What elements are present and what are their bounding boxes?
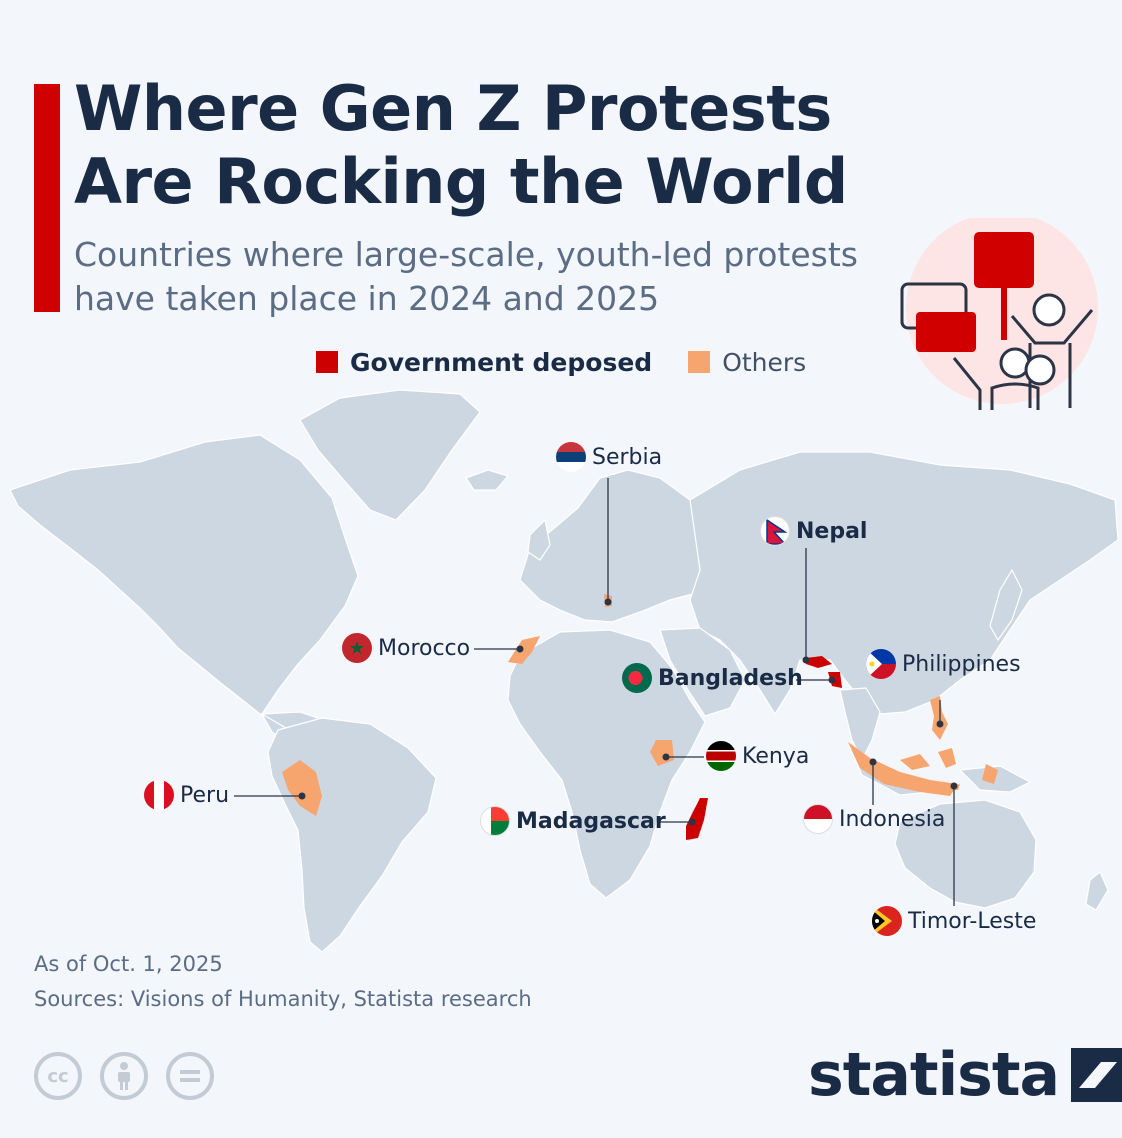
license-icons: cc <box>34 1052 232 1100</box>
madagascar-shape <box>686 798 708 840</box>
world-map <box>9 389 1119 953</box>
title-line-1: Where Gen Z Protests <box>74 72 832 145</box>
sources-note: Sources: Visions of Humanity, Statista r… <box>34 987 532 1011</box>
north-america-landmass <box>9 434 359 741</box>
greenland-landmass <box>299 389 481 521</box>
arabia-landmass <box>659 627 746 717</box>
bangladesh-dot <box>828 676 836 684</box>
philippines-dot <box>936 720 944 728</box>
attribution-icon[interactable] <box>100 1052 148 1100</box>
legend-label-others: Others <box>722 347 807 377</box>
iceland-landmass <box>465 469 510 491</box>
nepal-shape <box>806 656 832 668</box>
south-america-landmass <box>267 717 437 953</box>
nepal-dot <box>802 656 810 664</box>
peru-shape <box>282 760 322 816</box>
indonesia-dot <box>869 758 877 766</box>
philippines-shape <box>930 696 948 740</box>
subtitle: Countries where large-scale, youth-led p… <box>74 233 904 321</box>
subtitle-line-2: have taken place in 2024 and 2025 <box>74 279 660 318</box>
as-of-date: As of Oct. 1, 2025 <box>34 952 223 976</box>
statista-brand[interactable]: statista <box>808 1040 1122 1110</box>
new-zealand-landmass <box>1085 871 1109 911</box>
statista-wordmark: statista <box>808 1040 1060 1110</box>
australia-landmass <box>894 799 1037 909</box>
subtitle-line-1: Countries where large-scale, youth-led p… <box>74 235 858 274</box>
indonesia-shape <box>848 742 998 796</box>
protest-illustration-icon <box>900 218 1098 410</box>
serbia-dot <box>604 598 612 606</box>
asia-landmass <box>689 451 1119 716</box>
cc-icon[interactable]: cc <box>34 1052 82 1100</box>
accent-bar <box>34 84 60 312</box>
timor-leste-dot <box>950 782 958 790</box>
morocco-dot <box>516 645 524 653</box>
madagascar-dot <box>688 818 696 826</box>
africa-landmass <box>507 629 706 899</box>
title-line-2: Are Rocking the World <box>74 145 848 218</box>
leader-lines <box>234 478 955 906</box>
morocco-shape <box>508 636 540 664</box>
kenya-dot <box>662 753 670 761</box>
no-derivatives-icon[interactable] <box>166 1052 214 1100</box>
japan-landmass <box>989 568 1023 642</box>
highlighted-countries <box>282 594 998 840</box>
page-title: Where Gen Z Protests Are Rocking the Worl… <box>74 72 874 218</box>
legend-item-others: Others <box>688 348 806 377</box>
statista-logo-icon <box>1071 1048 1122 1102</box>
legend-swatch-others <box>688 351 711 373</box>
uk-landmass <box>527 518 551 561</box>
legend-swatch-deposed <box>316 351 338 373</box>
peru-dot <box>298 792 306 800</box>
legend-label-deposed: Government deposed <box>350 347 653 377</box>
land-masses <box>9 389 1119 953</box>
leader-dots <box>298 598 958 826</box>
southeast-asia-landmass <box>839 687 881 762</box>
legend-item-deposed: Government deposed <box>316 348 652 377</box>
legend: Government deposed Others <box>316 344 842 380</box>
